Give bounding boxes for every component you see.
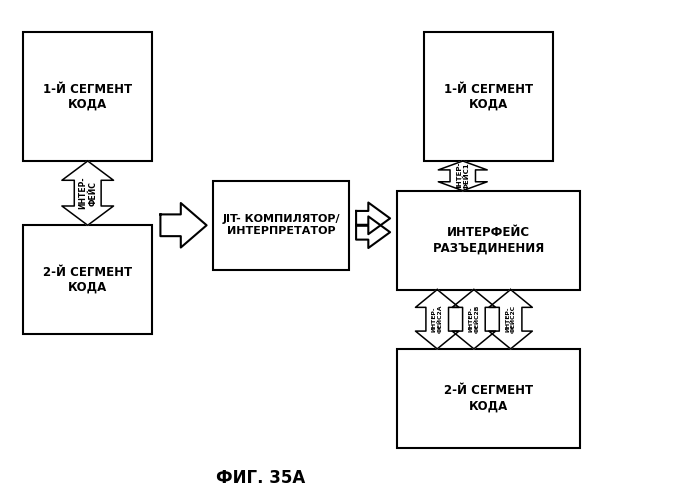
Polygon shape [416,290,459,349]
FancyBboxPatch shape [397,190,580,290]
FancyBboxPatch shape [214,181,349,270]
Polygon shape [356,216,390,248]
FancyBboxPatch shape [23,226,152,334]
Polygon shape [489,290,532,349]
Text: ИНТЕР-
ФЕЙС2А: ИНТЕР- ФЕЙС2А [432,305,443,334]
FancyBboxPatch shape [23,32,152,161]
Text: 1-Й СЕГМЕНТ
КОДА: 1-Й СЕГМЕНТ КОДА [43,82,132,110]
Text: ИНТЕР-
ФЕЙС2B: ИНТЕР- ФЕЙС2B [469,305,479,334]
FancyBboxPatch shape [424,32,553,161]
Polygon shape [438,161,487,190]
Polygon shape [452,290,496,349]
Polygon shape [62,161,114,226]
Text: ИНТЕР-
ФЕЙС: ИНТЕР- ФЕЙС [78,177,97,210]
Text: 2-Й СЕГМЕНТ
КОДА: 2-Й СЕГМЕНТ КОДА [43,266,132,293]
FancyBboxPatch shape [397,349,580,448]
Text: JIT- КОМПИЛЯТОР/
ИНТЕРПРЕТАТОР: JIT- КОМПИЛЯТОР/ ИНТЕРПРЕТАТОР [223,214,340,236]
Polygon shape [356,202,390,234]
Polygon shape [160,203,207,248]
Text: ФИГ. 35А: ФИГ. 35А [216,470,306,488]
Text: 1-Й СЕГМЕНТ
КОДА: 1-Й СЕГМЕНТ КОДА [444,82,533,110]
Text: ИНТЕРФЕЙС
РАЗЪЕДИНЕНИЯ: ИНТЕРФЕЙС РАЗЪЕДИНЕНИЯ [432,226,545,254]
Text: ИНТЕР-
ФЕЙС1: ИНТЕР- ФЕЙС1 [456,161,469,190]
Text: 2-Й СЕГМЕНТ
КОДА: 2-Й СЕГМЕНТ КОДА [444,384,533,412]
Text: ИНТЕР-
ФЕЙС2C: ИНТЕР- ФЕЙС2C [505,305,516,334]
